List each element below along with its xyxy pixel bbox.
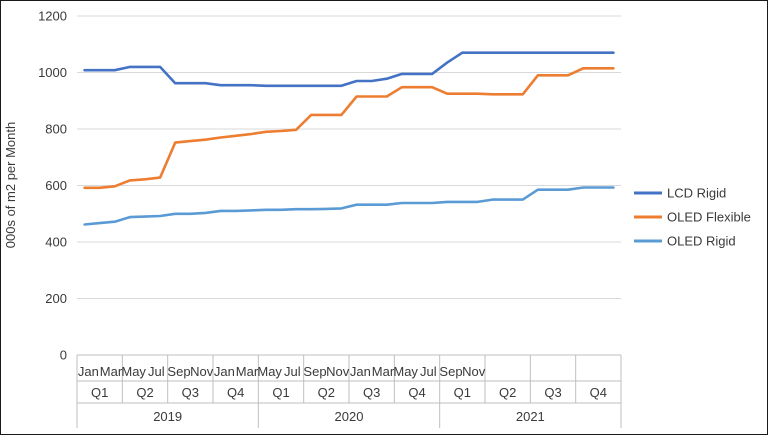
y-tick-label: 200 [45, 291, 67, 306]
y-axis-label: 000s of m2 per Month [3, 122, 18, 248]
x-month-label: Jan [78, 364, 99, 379]
x-month-label: May [257, 364, 282, 379]
x-quarter-label: Q4 [227, 385, 244, 400]
x-month-label: Sep [167, 364, 190, 379]
x-month-label: May [121, 364, 146, 379]
y-tick-label: 600 [45, 178, 67, 193]
x-quarter-label: Q2 [499, 385, 516, 400]
x-quarter-label: Q4 [408, 385, 425, 400]
series-line-oled-flexible [83, 67, 615, 190]
y-tick-label: 1000 [38, 65, 67, 80]
legend: LCD Rigid OLED Flexible OLED Rigid [634, 186, 751, 249]
x-month-label: Sep [439, 364, 462, 379]
x-month-label: Jan [350, 364, 371, 379]
x-quarter-label: Q3 [544, 385, 561, 400]
x-month-label: Mar [372, 364, 395, 379]
y-tick-label: 1200 [38, 9, 67, 24]
x-year-label: 2021 [516, 409, 545, 424]
x-month-label: Nov [190, 364, 214, 379]
x-year-label: 2019 [153, 409, 182, 424]
x-quarter-label: Q1 [91, 385, 108, 400]
x-month-label: Nov [462, 364, 486, 379]
x-month-label: Jul [148, 364, 165, 379]
x-month-label: Jul [420, 364, 437, 379]
x-quarter-label: Q2 [136, 385, 153, 400]
series-lines [83, 51, 615, 226]
y-tick-label: 0 [60, 348, 67, 363]
y-tick-label: 800 [45, 122, 67, 137]
x-month-label: Mar [100, 364, 123, 379]
x-month-label: Nov [326, 364, 350, 379]
gridlines [77, 15, 621, 299]
x-quarter-label: Q1 [272, 385, 289, 400]
y-tick-label: 400 [45, 235, 67, 250]
x-axis: Jan Mar May Jul Sep Nov Jan Mar May Jul Sep Nov Jan M… [76, 354, 622, 428]
y-axis-ticks: 0 200 400 600 800 1000 1200 [38, 9, 67, 363]
x-quarter-label: Q2 [318, 385, 335, 400]
series-line-lcd-rigid [83, 51, 615, 88]
x-month-label: Sep [303, 364, 326, 379]
x-month-label: Mar [236, 364, 259, 379]
x-quarter-label: Q4 [590, 385, 607, 400]
x-month-label: Jan [214, 364, 235, 379]
legend-label: OLED Flexible [667, 210, 751, 225]
x-year-label: 2020 [335, 409, 364, 424]
series-line-oled-rigid [83, 186, 615, 226]
legend-label: LCD Rigid [667, 186, 726, 201]
x-month-label: May [393, 364, 418, 379]
x-quarter-label: Q1 [454, 385, 471, 400]
x-quarter-label: Q3 [363, 385, 380, 400]
x-month-label: Jul [284, 364, 301, 379]
legend-label: OLED Rigid [667, 234, 736, 249]
x-quarter-label: Q3 [182, 385, 199, 400]
